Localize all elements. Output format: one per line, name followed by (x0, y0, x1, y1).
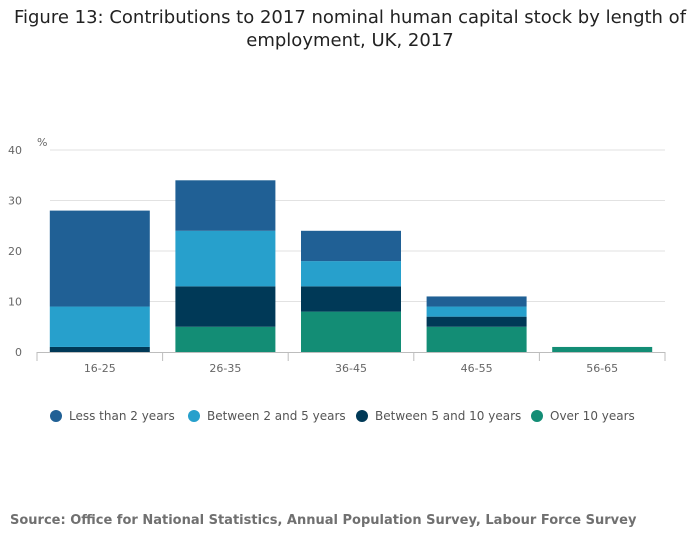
x-tick-label: 16-25 (84, 362, 116, 375)
chart-title-line-1: Figure 13: Contributions to 2017 nominal… (13, 7, 687, 28)
chart-title: Figure 13: Contributions to 2017 nominal… (0, 6, 700, 52)
bar-segment (175, 230, 276, 287)
x-tick-label: 56-65 (586, 362, 618, 375)
legend-swatch (188, 410, 200, 422)
x-axis: 16-25 26-35 36-45 46-55 56-65 (36, 352, 666, 375)
bar-segment (301, 311, 401, 352)
chart-title-line-2: employment, UK, 2017 (246, 30, 454, 51)
y-axis-ticks: 0 10 20 30 40 (8, 144, 22, 359)
bar-segment (301, 230, 401, 262)
bar-segment (175, 286, 276, 327)
bar-segment (552, 346, 653, 352)
x-tick-label: 26-35 (209, 362, 241, 375)
legend: Less than 2 years Between 2 and 5 years Be… (50, 409, 635, 423)
legend-label: Less than 2 years (69, 409, 175, 423)
y-tick-label: 20 (8, 245, 22, 258)
legend-label: Between 5 and 10 years (375, 409, 521, 423)
legend-swatch (531, 410, 543, 422)
y-tick-label: 30 (8, 195, 22, 208)
x-tick-label: 36-45 (335, 362, 367, 375)
bar-segment (301, 286, 401, 312)
bar-segment (426, 296, 527, 307)
bar-segment (426, 326, 527, 352)
bar-segment (426, 306, 527, 317)
bar-segment (426, 316, 527, 327)
legend-label: Between 2 and 5 years (207, 409, 346, 423)
legend-label: Over 10 years (550, 409, 635, 423)
legend-swatch (50, 410, 62, 422)
bar-segment (49, 346, 150, 352)
legend-swatch (356, 410, 368, 422)
x-tick-label: 46-55 (461, 362, 493, 375)
bar-segment (49, 306, 150, 347)
y-tick-label: 10 (8, 296, 22, 309)
y-axis-unit-label: % (37, 136, 47, 149)
source-note: Source: Office for National Statistics, … (10, 513, 637, 528)
bar-segment (301, 261, 401, 287)
y-tick-label: 40 (8, 144, 22, 157)
y-tick-label: 0 (15, 346, 22, 359)
bar-segment (175, 326, 276, 352)
bars (49, 180, 653, 352)
bar-segment (175, 180, 276, 231)
bar-segment (49, 210, 150, 307)
